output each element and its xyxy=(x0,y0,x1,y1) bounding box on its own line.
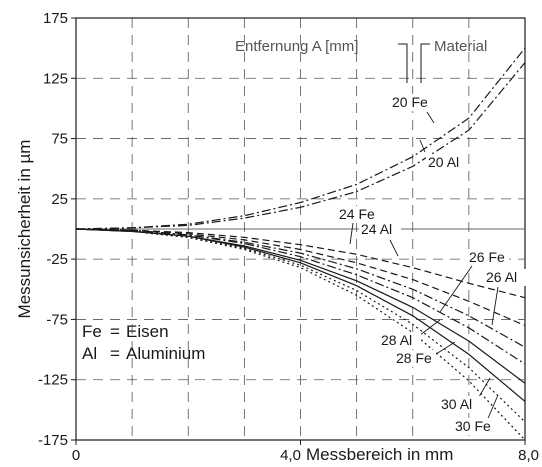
annotation-label-bg xyxy=(390,94,432,111)
x-axis-title: Messbereich in mm xyxy=(306,445,453,464)
x-tick-label: 0 xyxy=(72,447,80,464)
annotation-label-bg xyxy=(467,249,509,266)
annotation-leader-line xyxy=(426,111,435,124)
y-tick-label: 25 xyxy=(51,191,68,208)
series-line-24-fe xyxy=(75,228,526,299)
series-label: 26 Al xyxy=(486,269,517,285)
annotation-label-bg xyxy=(426,154,468,171)
annotation-leader-line xyxy=(432,341,456,357)
y-tick-label: 175 xyxy=(43,10,68,27)
annotation-label-bg xyxy=(439,396,481,413)
grid-lines xyxy=(76,18,525,440)
y-tick-label: 75 xyxy=(51,131,68,148)
header-connector-material xyxy=(420,43,430,83)
y-tick-label: -25 xyxy=(46,251,68,268)
series-label: 28 Al xyxy=(381,332,412,348)
legend-equals: = xyxy=(110,344,120,363)
header-label-distance: Entfernung A [mm] xyxy=(235,38,358,55)
series-label: 20 Al xyxy=(428,154,459,170)
series-line-20-al xyxy=(75,62,526,230)
x-tick-label: 8,0 xyxy=(518,447,539,464)
annotation-label-bg xyxy=(484,269,526,286)
annotation-leader-line xyxy=(419,139,426,153)
series-lines xyxy=(75,47,526,441)
annotation-leader-line xyxy=(439,265,473,313)
header-label-material: Material xyxy=(434,38,487,55)
y-tick-label: -75 xyxy=(46,311,68,328)
y-tick-label: 125 xyxy=(43,70,68,87)
series-line-24-al xyxy=(75,228,526,327)
y-tick-label: -125 xyxy=(38,372,68,389)
legend-abbr: Fe xyxy=(82,322,102,341)
annotation-leader-line xyxy=(389,239,399,257)
annotation-label-bg xyxy=(453,418,495,435)
header-connector-distance xyxy=(398,43,408,83)
legend-equals: = xyxy=(110,322,120,341)
annotation-leader-line xyxy=(491,286,499,326)
y-tick-label: -175 xyxy=(38,432,68,449)
y-axis-title: Messunsicherheit in µm xyxy=(15,140,34,319)
series-line-28-fe xyxy=(75,228,526,402)
annotation-label-bg xyxy=(394,350,436,367)
series-label: 28 Fe xyxy=(396,350,432,366)
legend-name: Aluminium xyxy=(126,344,205,363)
annotation-label-bg xyxy=(359,221,401,238)
legend-name: Eisen xyxy=(126,322,169,341)
series-label: 30 Fe xyxy=(455,418,491,434)
series-label: 24 Al xyxy=(361,221,392,237)
x-tick-label: 4,0 xyxy=(280,447,301,464)
annotation-label-bg xyxy=(379,332,421,349)
series-line-26-al xyxy=(75,228,526,365)
series-label: 24 Fe xyxy=(339,206,375,222)
series-label: 30 Al xyxy=(441,396,472,412)
annotation-leader-line xyxy=(349,222,354,245)
legend-abbr: Al xyxy=(82,344,97,363)
series-label: 26 Fe xyxy=(469,249,505,265)
annotation-label-bg xyxy=(337,206,379,223)
series-label: 20 Fe xyxy=(392,94,428,110)
